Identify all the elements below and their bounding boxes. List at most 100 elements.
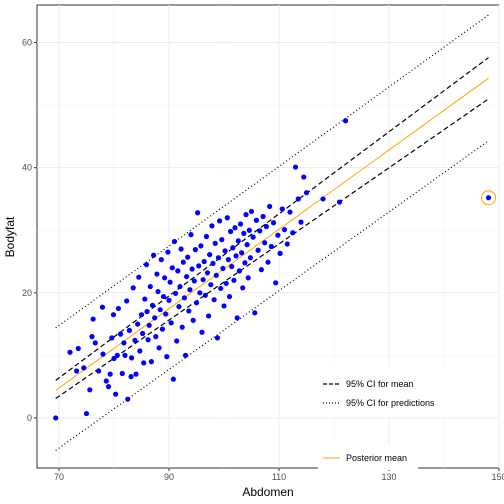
legend-mean-background	[318, 444, 418, 470]
data-point	[232, 225, 238, 231]
data-point	[247, 255, 253, 261]
data-point	[239, 250, 245, 256]
data-point	[182, 352, 189, 358]
data-point	[203, 233, 209, 240]
y-tick-label: 20	[22, 288, 32, 298]
data-point	[151, 252, 157, 258]
data-point	[173, 290, 179, 297]
data-point	[75, 345, 81, 352]
data-point	[153, 334, 159, 340]
data-point	[233, 253, 239, 259]
data-point	[221, 303, 227, 309]
data-point	[223, 280, 229, 287]
x-tick-label: 70	[54, 472, 64, 482]
data-point	[119, 370, 125, 377]
data-point	[211, 297, 217, 303]
data-point	[253, 217, 260, 223]
data-point	[170, 376, 176, 382]
legend-ci-predictions-label: 95% CI for predictions	[346, 398, 435, 408]
data-point	[273, 280, 279, 286]
x-axis-title: Abdomen	[242, 485, 293, 499]
data-point	[143, 262, 150, 268]
data-point	[92, 340, 98, 346]
data-point	[186, 308, 192, 314]
data-point	[74, 368, 80, 374]
data-point	[165, 249, 171, 255]
data-point	[158, 257, 164, 263]
data-point	[245, 275, 251, 281]
data-point	[248, 208, 255, 215]
data-point	[290, 230, 296, 236]
data-point	[81, 365, 87, 371]
x-tick-label: 90	[164, 472, 174, 482]
data-point	[175, 268, 181, 274]
data-point	[129, 355, 135, 361]
data-point	[187, 287, 193, 293]
data-point	[130, 285, 136, 291]
axis-ticks: 70 90 110 130 150 0 20 40 60	[22, 38, 504, 482]
data-point	[113, 391, 119, 397]
y-tick-label: 60	[22, 38, 32, 48]
data-point	[200, 277, 206, 283]
data-point	[202, 292, 208, 298]
data-point	[164, 354, 170, 360]
data-point	[342, 118, 349, 124]
data-point	[207, 252, 213, 258]
data-point	[185, 254, 191, 260]
data-point	[241, 230, 247, 236]
data-point	[87, 387, 93, 393]
data-point	[240, 285, 246, 291]
legend-mean-label: Posterior mean	[346, 453, 407, 463]
data-point	[206, 313, 212, 319]
data-point	[255, 247, 261, 253]
series-line-dotted	[55, 140, 489, 451]
legend-ci-background	[318, 366, 444, 416]
data-point	[198, 243, 204, 249]
data-point	[226, 293, 233, 300]
data-point	[265, 259, 271, 265]
data-point	[160, 293, 167, 300]
data-point	[174, 338, 180, 344]
y-tick-label: 40	[22, 163, 32, 173]
data-point	[195, 210, 201, 216]
data-point	[163, 311, 169, 317]
data-point	[83, 410, 90, 417]
data-point	[147, 283, 153, 290]
data-point	[122, 352, 128, 358]
data-point	[169, 265, 175, 271]
data-point	[217, 218, 223, 224]
data-point	[157, 307, 163, 313]
data-point	[287, 209, 293, 215]
data-point	[209, 223, 215, 229]
data-point	[218, 285, 224, 292]
data-point	[303, 190, 310, 196]
data-point	[184, 273, 190, 280]
data-point	[168, 320, 174, 326]
data-point	[197, 290, 203, 296]
data-point	[228, 228, 234, 235]
data-point	[208, 282, 214, 288]
data-point	[132, 337, 138, 343]
data-point	[236, 268, 242, 274]
data-point	[230, 245, 236, 251]
data-point	[485, 195, 492, 201]
data-point	[159, 326, 165, 332]
data-point	[242, 260, 248, 266]
data-point	[178, 246, 184, 252]
series-line-solid	[55, 77, 489, 391]
data-point	[125, 396, 131, 402]
data-point	[234, 315, 240, 321]
data-point	[279, 206, 285, 212]
data-point	[229, 263, 235, 270]
data-point	[268, 243, 274, 250]
data-point	[110, 312, 117, 318]
data-point	[107, 371, 113, 377]
data-point	[133, 371, 139, 377]
data-point	[212, 240, 218, 246]
data-point	[152, 315, 158, 321]
data-point	[292, 164, 299, 170]
data-point	[53, 415, 59, 421]
data-point	[246, 227, 252, 233]
data-point	[222, 248, 228, 254]
data-point	[201, 258, 207, 265]
